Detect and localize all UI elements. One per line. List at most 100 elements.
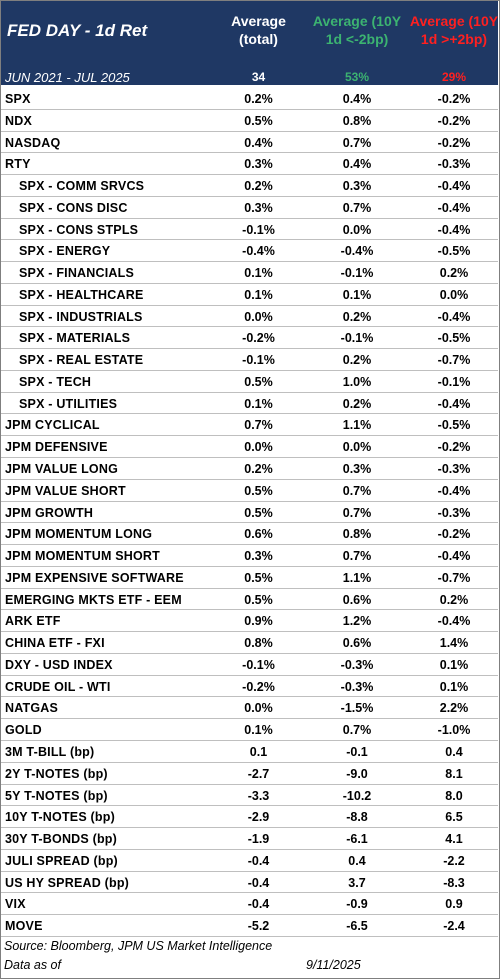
cell-total: -0.1% xyxy=(242,222,275,237)
cell-10y-down: -0.4% xyxy=(340,244,374,259)
table-row: 10Y T-NOTES (bp) -2.9 -8.8 6.5 xyxy=(1,806,498,829)
row-label: SPX - HEALTHCARE xyxy=(19,287,144,302)
cell-10y-up: -0.5% xyxy=(437,331,471,346)
row-label: JPM VALUE SHORT xyxy=(5,483,126,498)
table-row: JULI SPREAD (bp) -0.4 0.4 -2.2 xyxy=(1,850,498,872)
cell-total: 0.5% xyxy=(244,592,273,607)
table-row: RTY 0.3% 0.4% -0.3% xyxy=(1,153,498,176)
cell-10y-up: -2.2 xyxy=(443,853,465,868)
cell-10y-down: 1.1% xyxy=(342,418,372,433)
cell-total: 0.6% xyxy=(244,527,273,542)
row-label: NASDAQ xyxy=(5,135,61,150)
cell-10y-down: 0.2% xyxy=(342,353,372,368)
table-row: GOLD 0.1% 0.7% -1.0% xyxy=(1,719,498,741)
cell-10y-up: 0.4 xyxy=(445,744,463,759)
cell-10y-down: 0.2% xyxy=(342,309,372,324)
cell-10y-up: -0.7% xyxy=(437,570,471,585)
table-row: JPM GROWTH 0.5% 0.7% -0.3% xyxy=(1,502,498,524)
table-title: FED DAY - 1d Ret xyxy=(7,21,148,40)
cell-10y-down: 0.4% xyxy=(342,157,372,172)
table-row: SPX - REAL ESTATE -0.1% 0.2% -0.7% xyxy=(1,349,498,371)
cell-10y-down: 0.3% xyxy=(342,462,372,477)
row-label: JPM MOMENTUM LONG xyxy=(5,527,153,542)
row-label: US HY SPREAD (bp) xyxy=(5,875,130,890)
row-label: SPX - INDUSTRIALS xyxy=(19,309,143,324)
source-note: Source: Bloomberg, JPM US Market Intelli… xyxy=(4,939,273,953)
cell-total: 0.3% xyxy=(244,549,273,564)
cell-total: 0.1 xyxy=(249,744,268,759)
cell-total: 0.7% xyxy=(244,418,273,433)
cell-total: 0.5% xyxy=(244,374,273,389)
table-row: SPX - CONS STPLS -0.1% 0.0% -0.4% xyxy=(1,219,498,241)
row-label: SPX - TECH xyxy=(19,374,92,389)
cell-10y-down: 0.6% xyxy=(342,636,372,651)
cell-10y-up: -0.2% xyxy=(437,527,471,542)
row-label: SPX - REAL ESTATE xyxy=(19,353,144,368)
table-row: SPX - INDUSTRIALS 0.0% 0.2% -0.4% xyxy=(1,306,498,328)
cell-total: -0.1% xyxy=(242,353,275,368)
row-label: JULI SPREAD (bp) xyxy=(5,853,118,868)
cell-10y-up: -8.3 xyxy=(443,875,465,890)
table-row: JPM VALUE LONG 0.2% 0.3% -0.3% xyxy=(1,458,498,480)
cell-total: 0.5% xyxy=(244,570,273,585)
cell-10y-down: 1.0% xyxy=(342,374,372,389)
cell-10y-down: 1.1% xyxy=(342,570,372,585)
down-share: 53% xyxy=(344,70,370,84)
cell-10y-down: -8.8 xyxy=(346,810,368,825)
cell-10y-down: 0.0% xyxy=(342,440,372,455)
cell-total: -0.4 xyxy=(247,875,270,890)
cell-10y-down: -0.9 xyxy=(346,897,368,912)
cell-10y-up: -0.2% xyxy=(437,440,471,455)
cell-10y-up: 1.4% xyxy=(439,636,469,651)
cell-10y-up: 0.9 xyxy=(445,897,463,912)
cell-10y-down: -0.1% xyxy=(340,266,374,281)
cell-10y-down: 0.7% xyxy=(342,723,372,738)
cell-10y-up: -0.4% xyxy=(437,614,471,629)
table-row: SPX 0.2% 0.4% -0.2% xyxy=(1,88,498,110)
row-label: VIX xyxy=(5,897,26,912)
row-label: SPX xyxy=(5,92,31,106)
cell-total: 0.1% xyxy=(244,287,273,302)
cell-total: 0.5% xyxy=(244,113,273,128)
row-label: CRUDE OIL - WTI xyxy=(5,679,111,694)
cell-total: -0.2% xyxy=(242,331,275,346)
table-row: SPX - CONS DISC 0.3% 0.7% -0.4% xyxy=(1,197,498,219)
cell-total: 0.1% xyxy=(244,266,273,281)
table-row: EMERGING MKTS ETF - EEM 0.5% 0.6% 0.2% xyxy=(1,589,498,611)
cell-total: 0.3% xyxy=(244,200,273,215)
row-label: DXY - USD INDEX xyxy=(5,657,113,672)
column-header-total: Average (total) xyxy=(231,13,286,47)
cell-total: 0.4% xyxy=(244,135,273,150)
row-label: 10Y T-NOTES (bp) xyxy=(5,810,115,825)
table-row: JPM CYCLICAL 0.7% 1.1% -0.5% xyxy=(1,414,498,437)
cell-total: -2.7 xyxy=(247,766,270,781)
row-label: MOVE xyxy=(5,919,43,934)
cell-10y-down: 3.7 xyxy=(348,875,366,890)
cell-total: -5.2 xyxy=(247,919,270,934)
up-share: 29% xyxy=(441,70,467,84)
table-row: SPX - TECH 0.5% 1.0% -0.1% xyxy=(1,371,498,393)
cell-10y-up: -0.5% xyxy=(437,418,471,433)
table-row: 3M T-BILL (bp) 0.1 -0.1 0.4 xyxy=(1,741,498,763)
cell-10y-down: 0.7% xyxy=(342,200,372,215)
cell-10y-down: 0.6% xyxy=(342,592,372,607)
cell-total: 0.2% xyxy=(244,462,273,477)
cell-total: -2.9 xyxy=(247,810,270,825)
table-row: US HY SPREAD (bp) -0.4 3.7 -8.3 xyxy=(1,872,498,894)
cell-10y-up: 0.2% xyxy=(439,266,469,281)
row-label: SPX - MATERIALS xyxy=(19,331,131,346)
period-label: JUN 2021 - JUL 2025 xyxy=(5,70,130,85)
cell-10y-down: 0.8% xyxy=(342,527,372,542)
cell-10y-up: -0.3% xyxy=(437,157,471,172)
row-label: JPM DEFENSIVE xyxy=(5,440,108,455)
row-label: JPM GROWTH xyxy=(5,505,94,520)
table-body: SPX 0.2% 0.4% -0.2% NDX 0.5% 0.8% -0.2% NASDAQ 0.… xyxy=(1,88,498,937)
table-row: 30Y T-BONDS (bp) -1.9 -6.1 4.1 xyxy=(1,828,498,850)
cell-total: -3.3 xyxy=(247,788,270,803)
cell-10y-up: 0.0% xyxy=(439,287,469,302)
table-row: SPX - ENERGY -0.4% -0.4% -0.5% xyxy=(1,240,498,263)
data-as-of-label: Data as of xyxy=(4,958,61,972)
row-label: SPX - FINANCIALS xyxy=(19,266,135,281)
cell-total: -0.1% xyxy=(242,657,275,672)
row-label: JPM CYCLICAL xyxy=(5,418,100,433)
